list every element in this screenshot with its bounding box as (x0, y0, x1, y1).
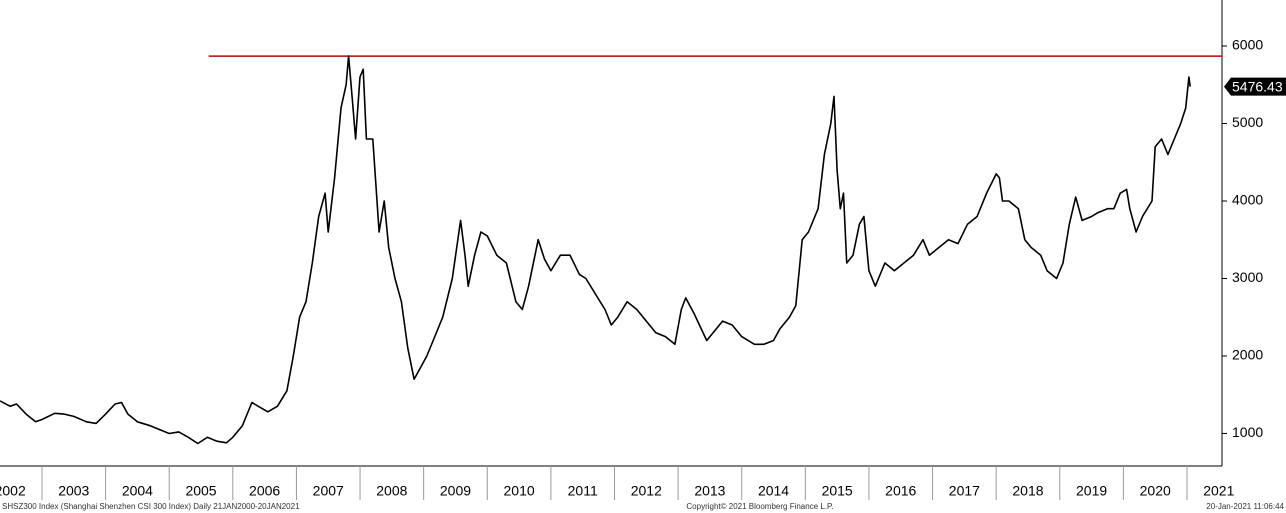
x-tick-label: 2004 (122, 483, 153, 499)
x-tick-label: 2012 (631, 483, 662, 499)
y-tick-label: 6000 (1232, 37, 1263, 53)
x-tick-label: 2003 (58, 483, 89, 499)
x-tick-label: 2008 (376, 483, 407, 499)
y-tick-label: 4000 (1232, 192, 1263, 208)
x-tick-label: 2021 (1203, 483, 1234, 499)
footer-center: Copyright© 2021 Bloomberg Finance L.P. (686, 502, 833, 511)
last-price-box (1224, 77, 1286, 96)
x-tick-label: 2017 (949, 483, 980, 499)
y-tick-label: 5000 (1232, 114, 1263, 130)
x-tick-label: 2013 (694, 483, 725, 499)
x-tick-label: 2006 (249, 483, 280, 499)
x-tick-label: 2018 (1012, 483, 1043, 499)
footer-right: 20-Jan-2021 11:06:44 (1206, 502, 1284, 511)
x-tick-label: 2007 (313, 483, 344, 499)
x-tick-label: 2016 (885, 483, 916, 499)
footer-left: SHSZ300 Index (Shanghai Shenzhen CSI 300… (2, 502, 300, 511)
x-tick-label: 2009 (440, 483, 471, 499)
x-tick-label: 2010 (504, 483, 535, 499)
x-tick-label: 2015 (822, 483, 853, 499)
price-line (0, 55, 1191, 445)
y-tick-label: 2000 (1232, 347, 1263, 363)
y-tick-label: 3000 (1232, 269, 1263, 285)
x-tick-label: 2005 (185, 483, 216, 499)
x-tick-label: 2019 (1076, 483, 1107, 499)
last-price-label: 5476.43 (1232, 78, 1283, 94)
x-tick-label: 2002 (0, 483, 26, 499)
x-tick-label: 2020 (1140, 483, 1171, 499)
y-tick-label: 1000 (1232, 424, 1263, 440)
x-tick-label: 2014 (758, 483, 789, 499)
x-tick-label: 2011 (568, 483, 598, 499)
